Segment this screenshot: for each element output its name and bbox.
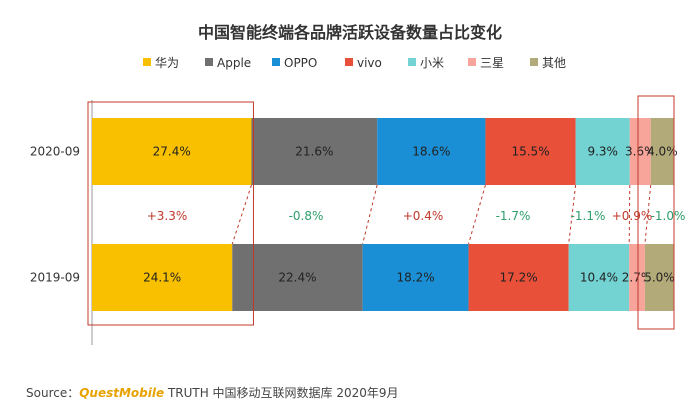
value-label: 22.4% [278,271,316,285]
connector-line [628,184,631,245]
bar-segment [362,244,469,311]
value-label: 4.0% [647,145,678,159]
value-label: 24.1% [143,271,181,285]
change-label: -1.7% [496,209,531,223]
change-label: +0.4% [403,209,444,223]
legend-item: Apple [205,56,251,70]
change-label: -1.1% [571,209,606,223]
legend-swatch [468,58,476,66]
legend-swatch [530,58,538,66]
value-label: 21.6% [295,145,333,159]
value-label: 18.6% [412,145,450,159]
legend-swatch [143,58,151,66]
legend-item: OPPO [272,56,317,70]
bar-segment [232,244,363,311]
bars: 27.4% 21.6% 18.6% 15.5% 9.3% 3.6%4.0% 24.1% 22.… [92,118,678,311]
bar-segment [644,244,674,311]
bar-segment [377,118,486,185]
category-labels: 2020-09 2019-09 [30,145,80,285]
category-label: 2019-09 [30,271,80,285]
legend-item: 华为 [143,56,179,70]
value-label: 17.2% [500,271,538,285]
value-label: 5.0% [644,271,675,285]
highlights [87,95,675,330]
bar-segment [92,118,252,185]
bar-segment [485,118,576,185]
bar-segment [251,118,378,185]
highlight-box-huawei [87,101,254,326]
legend-label: 其他 [542,56,566,70]
value-label: 9.3% [587,145,618,159]
highlight-box-others [637,95,675,330]
legend-item: 其他 [530,56,566,70]
connector-line [568,184,577,245]
bar-segment [568,244,630,311]
source-note: Source：QuestMobile TRUTH 中国移动互联网数据库 2020… [26,384,399,401]
change-label: +3.3% [147,209,188,223]
legend-label: Apple [217,56,251,70]
connectors [231,184,652,245]
legend-swatch [205,58,213,66]
change-label: -1.0% [651,209,686,223]
legend-swatch [345,58,353,66]
legend: 华为 Apple OPPO vivo 小米 三星 其他 [143,56,566,70]
bar-segment [629,118,651,185]
value-label: 3.6% [625,145,656,159]
legend-label: OPPO [284,56,317,70]
change-label: -0.8% [289,209,324,223]
legend-label: vivo [357,56,382,70]
source-brand: QuestMobile [79,386,165,400]
bar-segment [575,118,630,185]
change-labels: +3.3% -0.8% +0.4% -1.7% -1.1% +0.9%-1.0% [147,209,686,223]
bar-segment [468,244,569,311]
bar-segment [629,244,645,311]
legend-item: 三星 [468,56,504,70]
legend-label: 华为 [155,56,179,70]
value-label: 2.7% [622,271,653,285]
source-prefix: Source： [26,386,80,400]
connector-line [231,184,252,245]
category-label: 2020-09 [30,145,80,159]
bar-segment [650,118,674,185]
value-label: 27.4% [153,145,191,159]
value-label: 18.2% [397,271,435,285]
connector-line [644,184,652,245]
value-label: 10.4% [580,271,618,285]
change-label: +0.9% [612,209,653,223]
connector-line [362,184,378,245]
legend-swatch [272,58,280,66]
legend-item: 小米 [408,56,444,70]
legend-swatch [408,58,416,66]
chart-title: 中国智能终端各品牌活跃设备数量占比变化 [198,23,502,42]
source-rest: TRUTH 中国移动互联网数据库 2020年9月 [164,386,399,400]
bar-segment [92,244,233,311]
legend-label: 三星 [480,56,504,70]
connector-line [468,184,486,245]
legend-label: 小米 [420,56,444,70]
value-label: 15.5% [511,145,549,159]
legend-item: vivo [345,56,382,70]
